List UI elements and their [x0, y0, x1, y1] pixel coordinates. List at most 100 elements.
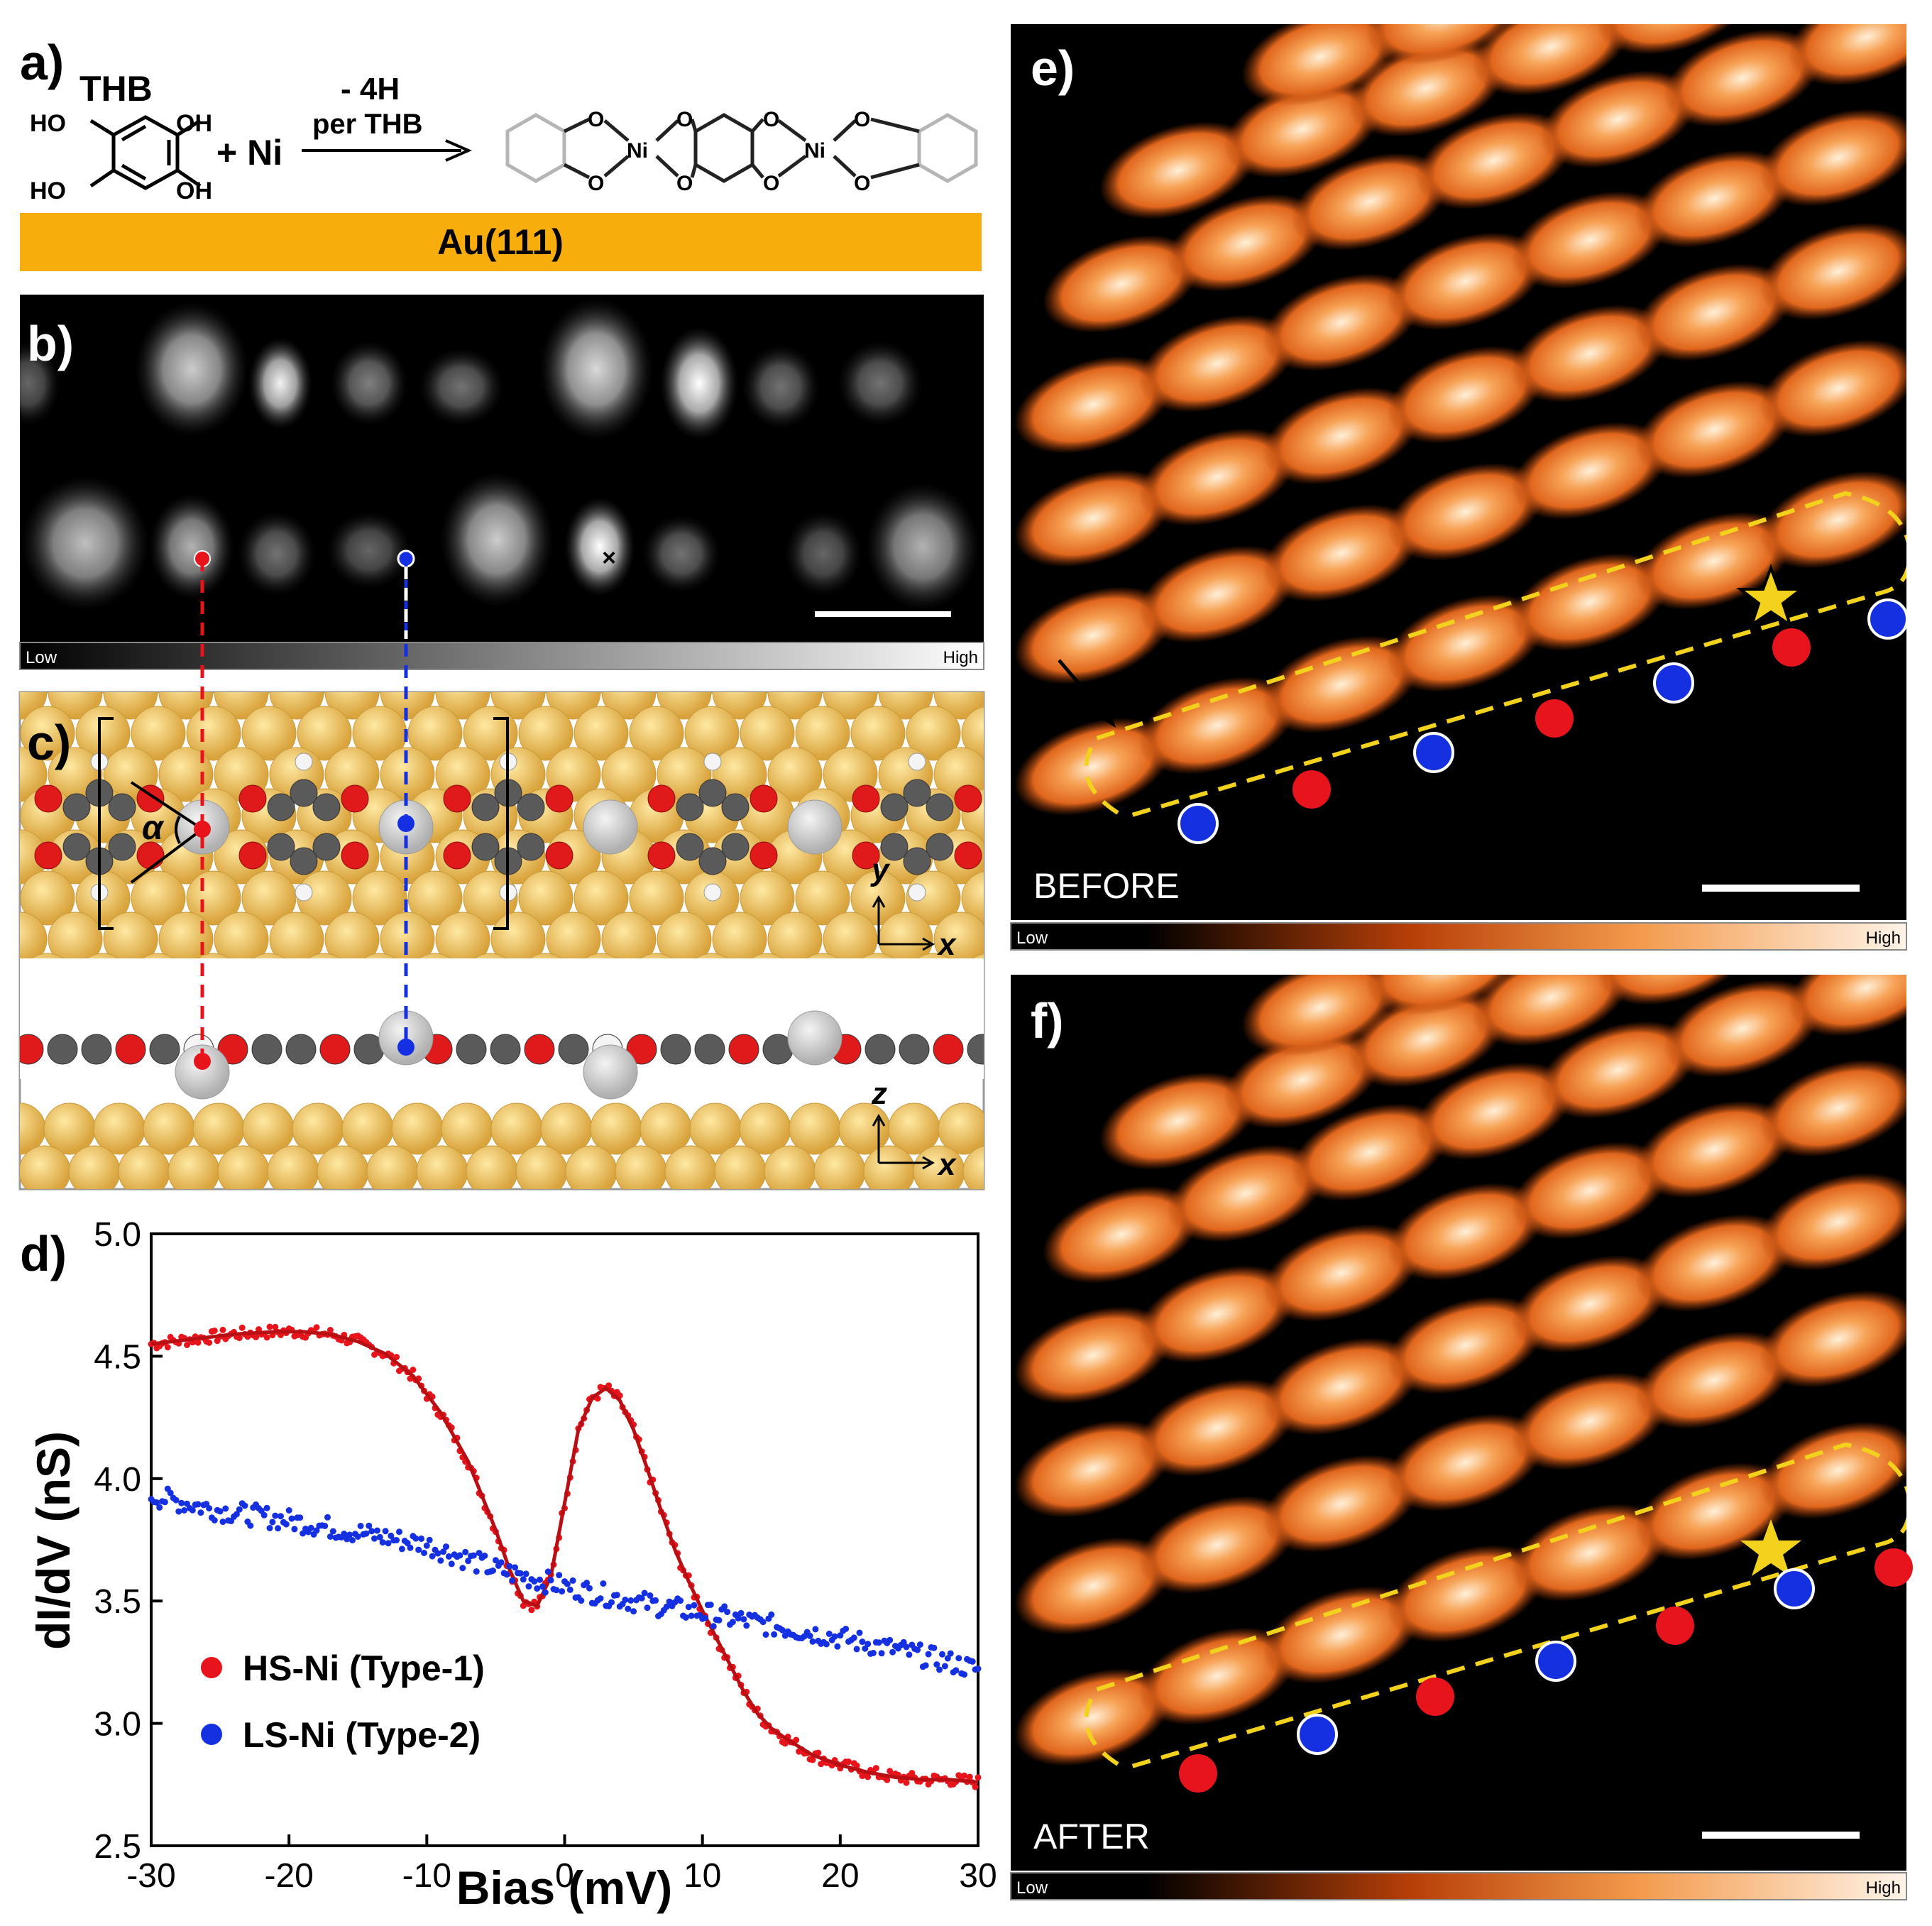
- stm-molecule-blob: [1138, 314, 1297, 412]
- stm-molecule-blob: [1241, 975, 1400, 1056]
- ls-data-point: [376, 1533, 383, 1541]
- colorbar-f-high: High: [1866, 1878, 1901, 1898]
- stm-molecule-blob: [1166, 1144, 1325, 1242]
- ls-data-point: [537, 1576, 543, 1583]
- ls-data-point: [418, 1535, 425, 1542]
- ls-data-point: [975, 1665, 982, 1673]
- ls-data-point: [647, 1592, 654, 1599]
- stm-molecule-blob: [1510, 553, 1669, 651]
- ls-data-point: [941, 1663, 948, 1670]
- panel-c: α c) y x z x: [18, 691, 985, 1191]
- ls-data-point: [382, 1528, 389, 1535]
- carbon-atom: [903, 847, 931, 875]
- stm-features-e: [1014, 0, 1906, 816]
- stm-molecule-blob: [1663, 29, 1822, 127]
- hs-data-point: [865, 1773, 872, 1780]
- x-tick-label: 20: [821, 1857, 859, 1895]
- colorbar-b-low: Low: [26, 648, 57, 667]
- scale-bar-b: [815, 611, 951, 617]
- side-chain-atom: [558, 1034, 589, 1065]
- stm-molecule-blob: [1014, 1420, 1173, 1518]
- plot-marks: [148, 1323, 982, 1790]
- hs-data-point: [272, 1323, 279, 1330]
- ls-data-point: [470, 1552, 477, 1559]
- ls-data-point: [398, 1545, 405, 1553]
- ls-data-point: [385, 1540, 392, 1547]
- hs-data-point: [236, 1335, 243, 1342]
- gold-atom: [20, 692, 48, 720]
- hydrogen-atom: [908, 883, 926, 902]
- hs-data-point: [975, 1774, 982, 1781]
- hs-data-point: [206, 1339, 213, 1346]
- arrow-line-e: [1058, 659, 1110, 720]
- oxygen-6: O: [763, 172, 779, 195]
- carbon-atom: [721, 793, 750, 821]
- ls-data-point: [404, 1540, 411, 1547]
- panel-d: d) 2.5 3.0 3.5 4.0 4.5 5.0 -30 -20 -10 0 10 20 30 B…: [20, 1216, 997, 1914]
- ls-data-point: [729, 1619, 736, 1626]
- ls-data-point: [875, 1639, 882, 1646]
- arrow-head-e: [1096, 707, 1116, 728]
- ls-data-point: [247, 1522, 254, 1529]
- panel-d-label: d): [20, 1226, 67, 1281]
- ls-data-point: [512, 1564, 519, 1571]
- stm-molecule-blob: [1014, 1668, 1173, 1766]
- carbon-atom: [62, 793, 91, 821]
- gold-atom: [474, 953, 507, 958]
- ls-data-point: [291, 1526, 298, 1533]
- hydrogen-atom: [295, 883, 313, 902]
- gold-atom: [253, 953, 285, 958]
- stm-molecule-blob: [1262, 387, 1421, 485]
- ls-data-point: [682, 1614, 689, 1621]
- nickel-atom-side: [175, 1044, 230, 1100]
- ls-ni-marker: [1297, 1714, 1338, 1755]
- oxygen-atom: [647, 784, 676, 813]
- molecule-chain-top: [34, 753, 982, 902]
- ls-data-point: [862, 1645, 869, 1652]
- stm-molecule-blob: [1386, 1545, 1545, 1643]
- gold-atom: [20, 870, 75, 926]
- stm-molecule-blob: [1471, 975, 1630, 1046]
- ls-data-point: [578, 1597, 585, 1604]
- colorbar-e-low: Low: [1016, 929, 1048, 948]
- stm-molecule-blob: [1262, 635, 1421, 733]
- stm-molecule-blob: [1601, 0, 1784, 1]
- stm-molecule-blob: [1138, 677, 1297, 775]
- ls-data-point: [522, 1570, 529, 1577]
- stm-molecule-blob: [1663, 980, 1822, 1078]
- oxygen-atom: [34, 784, 62, 813]
- ls-data-point: [583, 1580, 591, 1587]
- panel-e: e) BEFORE Low High: [1010, 0, 1909, 951]
- ho-top: HO: [30, 110, 66, 137]
- ls-data-point: [955, 1655, 962, 1662]
- legend: HS-Ni (Type-1) LS-Ni (Type-2): [201, 1648, 485, 1755]
- carbon-atom: [721, 833, 750, 861]
- stm-molecule-blob: [1635, 1100, 1794, 1198]
- carbon-atom: [290, 847, 318, 875]
- ls-data-point: [837, 1632, 844, 1639]
- unit-cell-brackets: [98, 717, 509, 930]
- side-chain-atom: [865, 1034, 896, 1065]
- ni-markers-f: [1179, 1548, 1913, 1793]
- oxygen-7: O: [854, 108, 870, 131]
- ls-data-point: [759, 1619, 767, 1626]
- ls-data-point: [346, 1531, 353, 1538]
- ls-data-point: [233, 1511, 240, 1518]
- gold-atom: [241, 706, 297, 761]
- legend-ls-label: LS-Ni (Type-2): [243, 1715, 481, 1755]
- hs-ni-marker-side: [194, 1053, 211, 1070]
- ls-data-point: [608, 1599, 615, 1606]
- ls-data-point: [285, 1507, 292, 1514]
- ls-data-point: [652, 1597, 659, 1604]
- stm-molecule-blob: [1539, 1021, 1698, 1119]
- hs-ni-marker: [1292, 770, 1331, 809]
- hs-data-point: [793, 1736, 800, 1744]
- gold-atom: [463, 870, 518, 926]
- plus-ni: + Ni: [216, 133, 282, 173]
- nickel-2: Ni: [804, 139, 825, 163]
- gold-atom: [214, 912, 269, 958]
- legend-ls-marker: [201, 1724, 222, 1745]
- colorbar-f: [1010, 1872, 1907, 1900]
- carbon-atom: [903, 779, 931, 807]
- oxygen-atom: [647, 841, 676, 870]
